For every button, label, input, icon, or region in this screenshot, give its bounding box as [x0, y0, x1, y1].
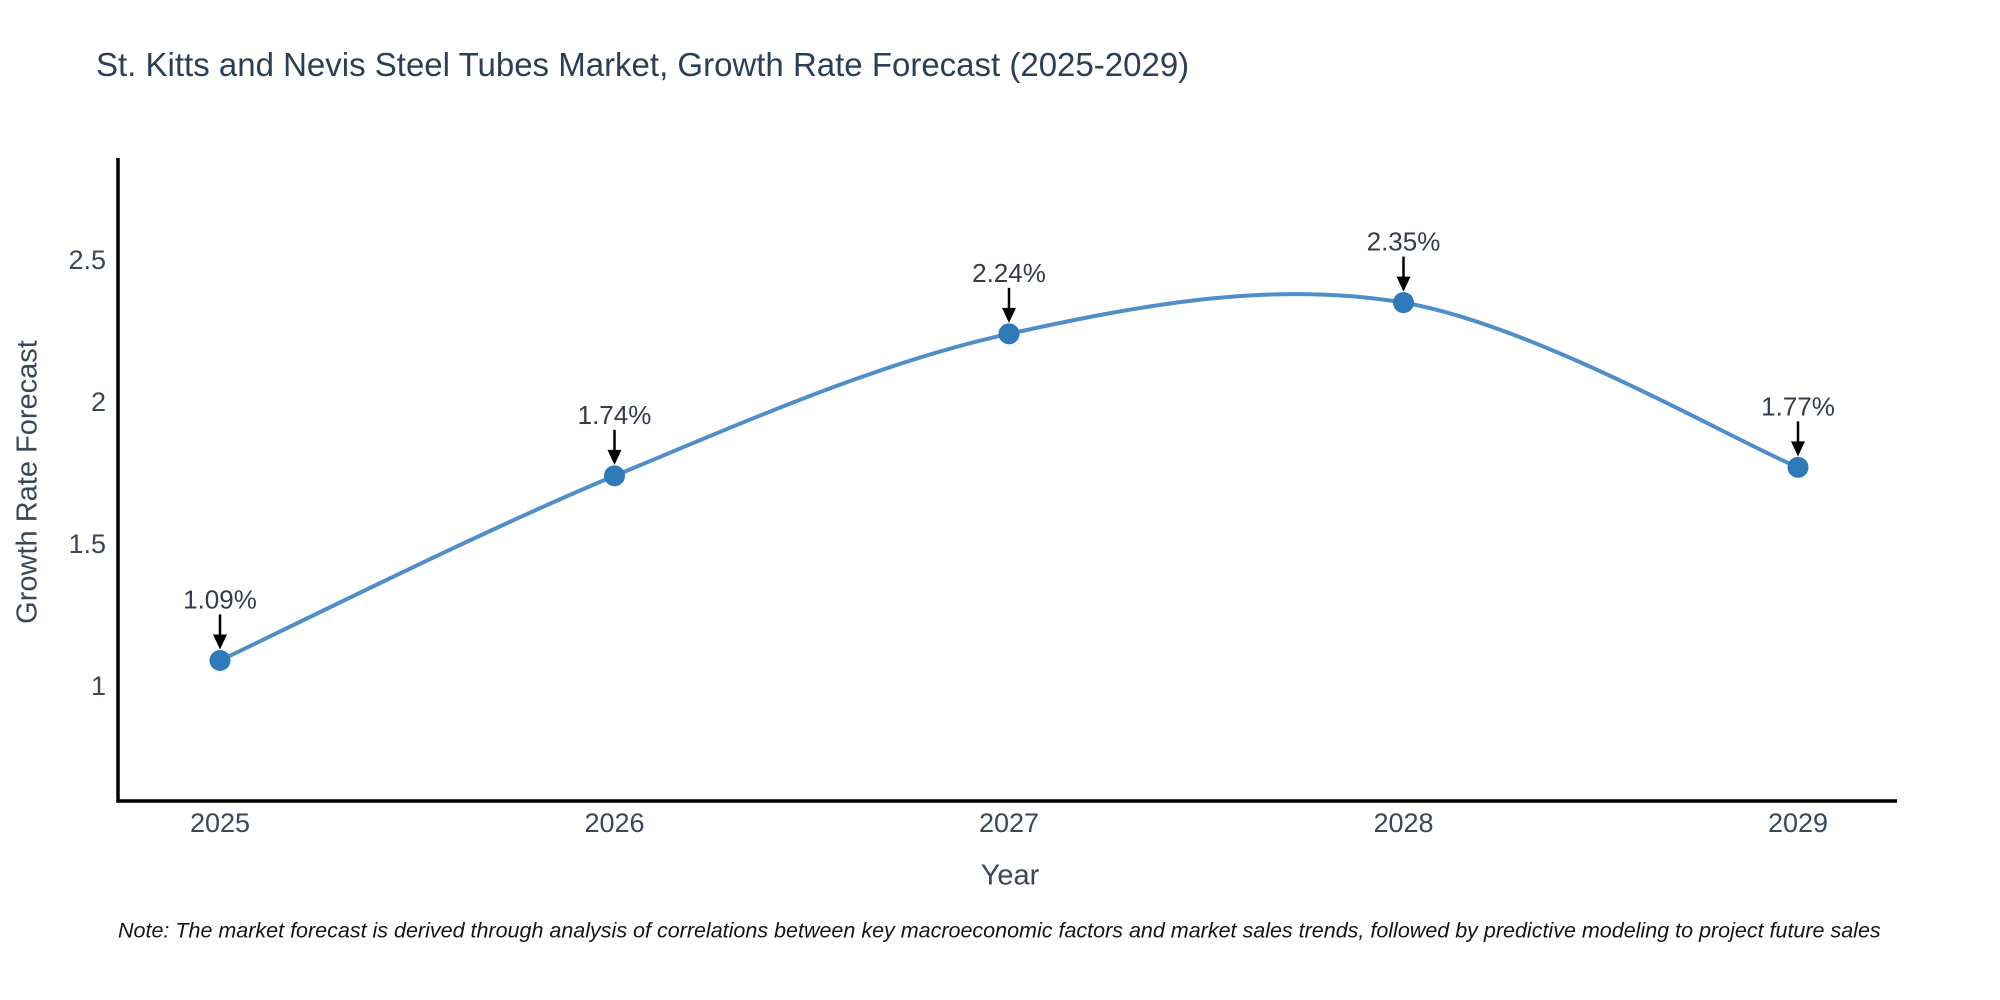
data-point-marker [998, 323, 1020, 345]
annotation-arrowhead [1791, 441, 1805, 457]
annotation-arrowhead [607, 449, 622, 465]
data-point-marker [209, 649, 231, 671]
x-tick-label: 2025 [190, 808, 250, 838]
point-annotation-label: 2.24% [972, 258, 1046, 288]
x-tick-label: 2029 [1768, 808, 1828, 838]
y-tick-label: 1 [91, 671, 106, 701]
chart-footnote: Note: The market forecast is derived thr… [118, 918, 1881, 943]
x-tick-label: 2027 [979, 808, 1039, 838]
data-point-marker [1393, 292, 1414, 314]
data-point-marker [604, 465, 625, 487]
axis-spines [116, 158, 1897, 803]
point-annotation-label: 1.74% [578, 400, 652, 430]
y-tick-label: 2.5 [68, 245, 106, 275]
y-tick-label: 1.5 [68, 529, 106, 559]
chart-title: St. Kitts and Nevis Steel Tubes Market, … [96, 46, 1190, 83]
annotation-arrowhead [1002, 307, 1016, 323]
x-axis-title: Year [980, 859, 1040, 892]
point-annotation-label: 1.77% [1761, 391, 1835, 421]
y-tick-label: 2 [91, 387, 106, 417]
annotation-arrowhead [213, 634, 227, 650]
trend-line [218, 292, 1800, 663]
y-axis-title: Growth Rate Forecast [11, 340, 44, 624]
data-point-marker [1787, 456, 1809, 478]
x-tick-label: 2026 [584, 808, 644, 838]
point-annotation-label: 1.09% [183, 584, 257, 614]
x-tick-label: 2028 [1373, 808, 1433, 838]
annotation-arrowhead [1396, 276, 1411, 292]
point-annotation-label: 2.35% [1367, 227, 1441, 257]
